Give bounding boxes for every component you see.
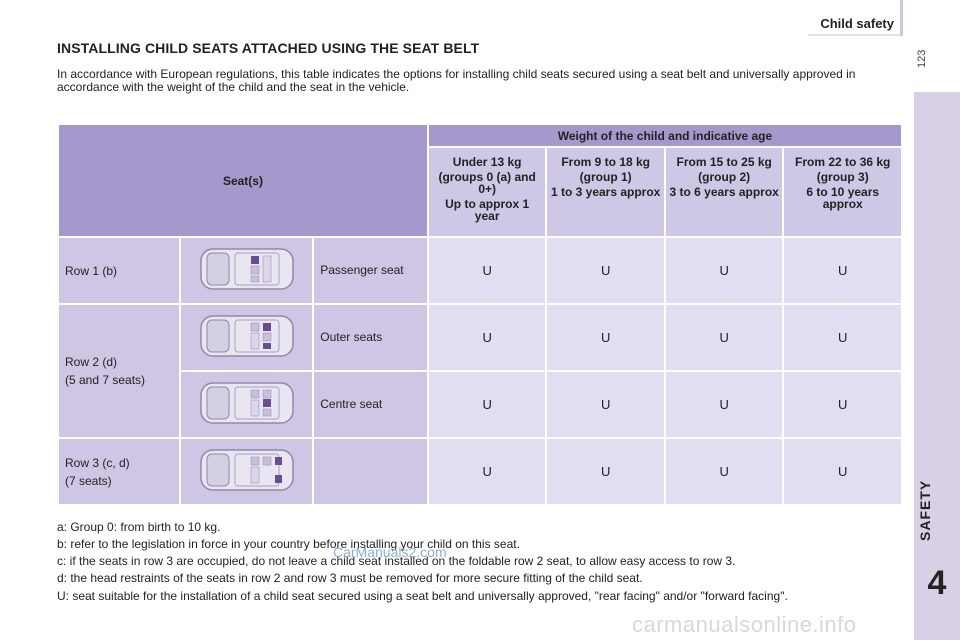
- car-seat-icon: [200, 449, 294, 491]
- table-cell: U: [428, 372, 546, 437]
- table-cell: U: [784, 238, 901, 303]
- seat-header: Seat(s): [59, 125, 427, 236]
- column-group: (groups 0 (a) and 0+): [438, 170, 536, 196]
- table-cell: U: [428, 439, 546, 504]
- row-label-line: Row 2 (d): [65, 355, 118, 369]
- table-cell: U: [547, 238, 664, 303]
- row-label-line: Row 3 (c, d): [65, 455, 130, 470]
- seat-label: [314, 439, 427, 504]
- column-title: From 22 to 36 kg: [795, 155, 891, 169]
- page-title: INSTALLING CHILD SEATS ATTACHED USING TH…: [57, 40, 480, 56]
- car-seat-icon: [200, 248, 294, 290]
- child-seat-table: Seat(s) Weight of the child and indicati…: [57, 123, 903, 506]
- column-age: Up to approx 1 year: [445, 197, 530, 223]
- footnote: U: seat suitable for the installation of…: [57, 589, 788, 603]
- table-cell: U: [665, 439, 783, 504]
- table-cell: U: [784, 439, 901, 504]
- table-cell: U: [428, 238, 546, 303]
- row-label: Row 2 (d) (5 and 7 seats): [59, 305, 180, 437]
- page-number: 123: [916, 49, 928, 69]
- column-title: From 15 to 25 kg: [676, 155, 772, 169]
- table-row: Row 3 (c, d) (7 seats) U U U U: [59, 439, 901, 504]
- car-seat-icon: [200, 382, 294, 424]
- table-cell: U: [547, 372, 664, 437]
- row-label: Row 3 (c, d) (7 seats): [59, 439, 180, 504]
- column-age: 6 to 10 years approx: [806, 185, 880, 211]
- table-cell: U: [665, 238, 783, 303]
- table-row: Centre seat U U U U: [59, 372, 901, 437]
- chapter-side-strip: [914, 92, 960, 640]
- seat-label: Passenger seat: [314, 238, 427, 303]
- intro-paragraph: In accordance with European regulations,…: [57, 67, 856, 94]
- column-age: 3 to 6 years approx: [669, 185, 779, 199]
- column-title: Under 13 kg: [452, 155, 522, 169]
- vehicle-diagram: [181, 305, 313, 370]
- column-group: (group 3): [816, 170, 869, 184]
- footnotes: a: Group 0: from birth to 10 kg. b: refe…: [57, 519, 903, 603]
- column-title: From 9 to 18 kg: [561, 155, 651, 169]
- header-divider: [900, 0, 903, 36]
- car-seat-icon: [200, 315, 294, 357]
- footnote: c: if the seats in row 3 are occupied, d…: [57, 554, 736, 568]
- table-row: Row 2 (d) (5 and 7 seats) Outer seats U …: [59, 305, 901, 437]
- footnote: a: Group 0: from birth to 10 kg.: [57, 520, 221, 534]
- table-cell: U: [784, 372, 901, 437]
- table-cell: U: [665, 372, 783, 437]
- section-title: Child safety: [820, 16, 894, 31]
- footnote: d: the head restraints of the seats in r…: [57, 571, 643, 585]
- seat-label: Outer seats: [314, 305, 427, 370]
- row-label-line: (5 and 7 seats): [65, 373, 146, 387]
- weight-column-header: From 15 to 25 kg (group 2) 3 to 6 years …: [665, 148, 783, 236]
- row-label-line: (7 seats): [65, 473, 112, 488]
- chapter-label: SAFETY: [917, 479, 933, 541]
- row-label: Row 1 (b): [59, 238, 180, 303]
- chapter-number: 4: [927, 564, 947, 602]
- column-age: 1 to 3 years approx: [550, 185, 661, 199]
- weight-header: Weight of the child and indicative age: [428, 125, 901, 146]
- vehicle-diagram: [181, 238, 313, 303]
- column-group: (group 1): [579, 170, 632, 184]
- watermark-link[interactable]: CarManuals2.com: [333, 544, 447, 560]
- table-row: Row 1 (b) Passenger seat U U U U: [59, 238, 901, 303]
- table-cell: U: [665, 305, 783, 370]
- vehicle-diagram: [181, 372, 313, 437]
- table-cell: U: [547, 439, 664, 504]
- column-group: (group 2): [698, 170, 751, 184]
- weight-column-header: From 9 to 18 kg (group 1) 1 to 3 years a…: [547, 148, 664, 236]
- seat-label: Centre seat: [314, 372, 427, 437]
- table-cell: U: [784, 305, 901, 370]
- vehicle-diagram: [181, 439, 313, 504]
- watermark: carmanualsonline.info: [632, 612, 857, 637]
- table-cell: U: [547, 305, 664, 370]
- weight-column-header: From 22 to 36 kg (group 3) 6 to 10 years…: [784, 148, 901, 236]
- weight-column-header: Under 13 kg (groups 0 (a) and 0+) Up to …: [428, 148, 546, 236]
- header-rule: [808, 34, 900, 36]
- table-cell: U: [428, 305, 546, 370]
- footnote: b: refer to the legislation in force in …: [57, 537, 520, 551]
